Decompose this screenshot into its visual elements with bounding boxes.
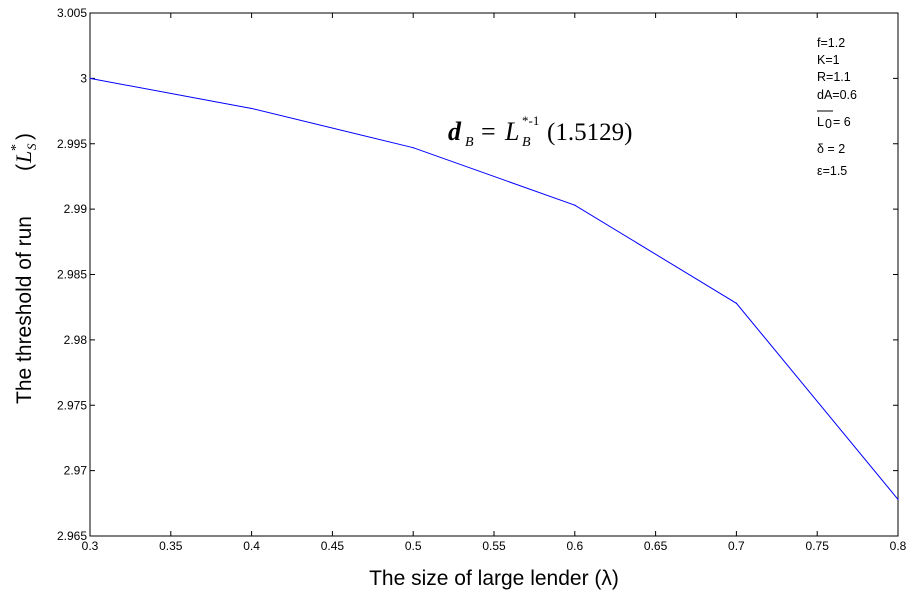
data-point <box>574 204 576 206</box>
param-delta: δ = 2 <box>817 142 845 156</box>
x-tick-label: 0.65 <box>644 539 668 553</box>
x-tick-label: 0.45 <box>321 539 345 553</box>
x-tick-label: 0.35 <box>159 539 183 553</box>
param-k: K=1 <box>817 53 840 67</box>
y-axis-title: The threshold of run ( L * S ) <box>9 133 39 404</box>
y-axis-symbol-sup: * <box>9 144 24 151</box>
data-point <box>412 147 414 149</box>
y-axis-symbol-base: L <box>11 151 36 164</box>
y-axis-label: The threshold of run <box>13 216 36 404</box>
y-tick-label: 2.965 <box>57 529 87 543</box>
series-layer <box>89 77 899 500</box>
x-tick-label: 0.4 <box>243 539 260 553</box>
y-tick-label: 2.99 <box>64 202 88 216</box>
x-tick-label: 0.75 <box>806 539 830 553</box>
y-tick-label: 2.98 <box>64 333 88 347</box>
series-line <box>89 77 899 500</box>
x-tick-label: 0.6 <box>566 539 583 553</box>
data-point <box>251 107 253 110</box>
y-tick-label: 2.995 <box>57 137 87 151</box>
x-tick-label: 0.55 <box>482 539 506 553</box>
plot-area <box>89 12 899 537</box>
x-axis-label: The size of large lender (λ) <box>369 567 619 590</box>
y-axis-paren-close: ) <box>13 133 36 140</box>
equation-equals: = <box>481 117 496 146</box>
y-axis-paren-open: ( <box>13 164 36 171</box>
param-l0-sub: 0 <box>825 117 832 131</box>
x-axis-title: The size of large lender (λ) <box>369 567 619 590</box>
data-point <box>89 77 91 79</box>
x-axis: 0.3 0.35 0.4 0.45 0.5 0.55 0.6 0.65 0.7 0.75 0.8 <box>82 13 907 553</box>
equation-lhs-sub: B <box>465 135 474 150</box>
equation-rhs-sup: *-1 <box>522 113 539 128</box>
x-tick-label: 0.3 <box>82 539 99 553</box>
data-point <box>735 302 738 304</box>
param-epsilon: ε=1.5 <box>817 164 847 178</box>
equation-rhs: L <box>504 117 519 146</box>
y-axis: 2.965 2.97 2.975 2.98 2.985 2.99 2.995 3 3.005 <box>57 6 898 543</box>
param-l0-base: L <box>817 115 824 129</box>
param-l0-value: = 6 <box>833 115 851 129</box>
data-point <box>897 498 899 500</box>
x-tick-label: 0.7 <box>728 539 745 553</box>
param-r: R=1.1 <box>817 70 851 84</box>
x-tick-label: 0.5 <box>405 539 422 553</box>
parameter-list: f=1.2 K=1 R=1.1 dA=0.6 L 0 = 6 δ = 2 ε=1… <box>817 36 857 178</box>
equation-lhs: d <box>448 117 462 146</box>
y-tick-label: 2.985 <box>57 268 87 282</box>
y-tick-label: 3 <box>80 71 87 85</box>
param-da: dA=0.6 <box>817 88 857 102</box>
equation-argument: (1.5129) <box>547 119 632 146</box>
y-tick-label: 3.005 <box>57 6 87 20</box>
y-axis-symbol-sub: S <box>24 143 39 150</box>
equation-rhs-sub: B <box>522 135 531 150</box>
equation-annotation: d B = L *-1 B (1.5129) <box>448 113 632 150</box>
y-tick-label: 2.97 <box>64 464 88 478</box>
param-f: f=1.2 <box>817 36 845 50</box>
y-tick-label: 2.975 <box>57 398 87 412</box>
x-tick-label: 0.8 <box>890 539 907 553</box>
